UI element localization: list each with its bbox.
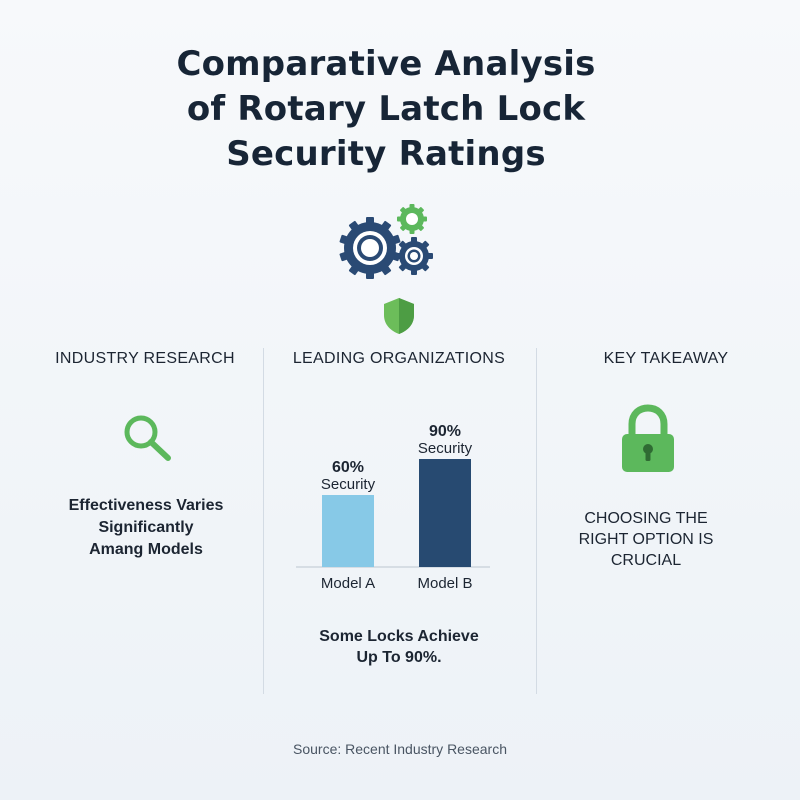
gears-icon [339, 204, 433, 279]
bar-model-b [419, 459, 471, 567]
bar-sub-label: Security [321, 476, 376, 493]
lock-icon [622, 404, 674, 472]
takeaway-line: CHOOSING THE [584, 510, 708, 527]
takeaway-line: CRUCIAL [610, 552, 682, 569]
orgs-line: Up To 90%. [356, 649, 442, 666]
column-divider [536, 348, 537, 694]
takeaway-line: RIGHT OPTION IS [578, 531, 714, 548]
category-label: Model A [321, 575, 375, 592]
research-heading: INDUSTRY RESEARCH [55, 350, 235, 367]
research-text: Effectiveness Varies Significantly Amang… [36, 495, 256, 561]
orgs-line: Some Locks Achieve [319, 628, 479, 645]
orgs-text: Some Locks Achieve Up To 90%. [268, 626, 530, 668]
research-line: Significantly [98, 519, 194, 536]
magnifier-icon [124, 415, 171, 461]
title-line: of Rotary Latch Lock [186, 89, 586, 129]
bar-sub-label: Security [418, 440, 473, 457]
orgs-heading: LEADING ORGANIZATIONS [292, 350, 506, 367]
takeaway-text: CHOOSING THE RIGHT OPTION IS CRUCIAL [546, 508, 746, 571]
page-title: Comparative Analysis of Rotary Latch Loc… [0, 42, 772, 177]
research-line: Effectiveness Varies [68, 497, 224, 514]
title-line: Comparative Analysis [176, 44, 596, 84]
takeaway-heading: KEY TAKEAWAY [603, 350, 729, 367]
title-line: Security Ratings [226, 134, 546, 174]
bar-value-label: 90% [429, 423, 461, 440]
bar-model-a [322, 495, 374, 567]
column-divider [263, 348, 264, 694]
bar-value-label: 60% [332, 459, 364, 476]
research-line: Amang Models [89, 541, 203, 558]
shield-icon [384, 298, 414, 334]
category-label: Model B [417, 575, 472, 592]
source-note: Source: Recent Industry Research [293, 741, 507, 757]
